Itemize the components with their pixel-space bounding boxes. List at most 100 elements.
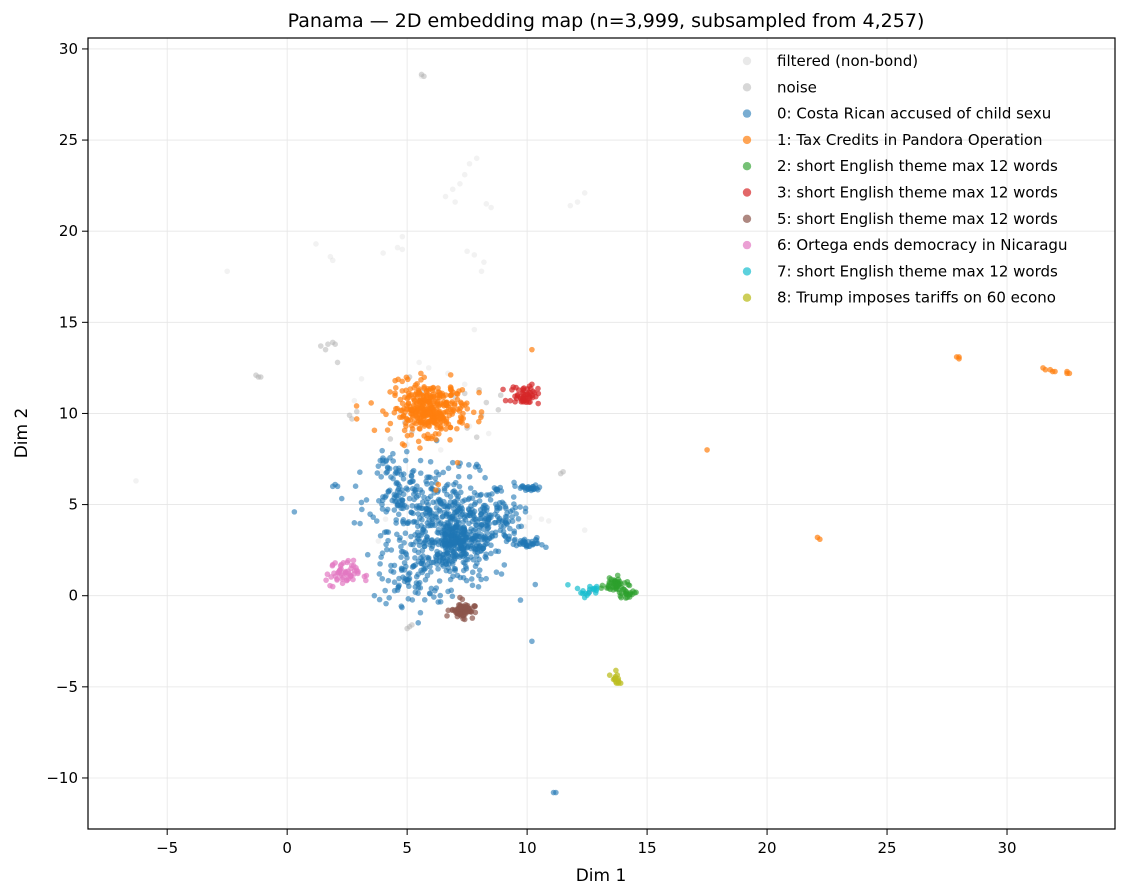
data-point — [586, 586, 593, 593]
data-point — [494, 505, 500, 511]
data-point — [409, 502, 416, 509]
data-point — [523, 399, 529, 406]
data-point — [424, 508, 430, 515]
grid — [88, 38, 1115, 829]
series-1 — [253, 71, 566, 632]
series-6 — [444, 594, 479, 623]
data-point — [336, 568, 342, 575]
data-point — [425, 365, 432, 371]
data-point — [407, 407, 414, 413]
data-point — [438, 400, 444, 407]
data-point — [392, 470, 399, 477]
data-point — [447, 576, 454, 583]
series-9 — [606, 667, 624, 686]
data-points — [133, 71, 1073, 796]
data-point — [526, 383, 533, 389]
x-tick-label: 0 — [282, 839, 292, 857]
data-point — [476, 389, 482, 396]
data-point — [391, 579, 398, 586]
data-point — [415, 438, 422, 445]
data-point — [408, 533, 414, 540]
data-point — [565, 581, 571, 588]
data-point — [381, 529, 388, 536]
data-point — [459, 386, 466, 393]
x-tick-label: 25 — [877, 839, 896, 857]
data-point — [464, 422, 470, 429]
data-point — [478, 268, 485, 275]
series-8 — [565, 581, 600, 601]
data-point — [453, 522, 460, 529]
data-point — [408, 509, 415, 516]
data-point — [447, 384, 454, 390]
data-point — [435, 481, 442, 488]
data-point — [375, 538, 382, 544]
data-point — [415, 523, 421, 530]
data-point — [408, 473, 415, 480]
data-point — [454, 390, 460, 397]
legend-label: 5: short English theme max 12 words — [777, 210, 1058, 228]
data-point — [437, 499, 444, 506]
data-point — [530, 540, 537, 547]
data-point — [384, 546, 390, 553]
data-point — [484, 519, 491, 525]
x-tick-label: 30 — [997, 839, 1016, 857]
data-point — [411, 518, 418, 525]
data-point — [434, 400, 440, 407]
data-point — [593, 585, 600, 592]
data-point — [447, 372, 454, 378]
data-point — [393, 385, 399, 391]
data-point — [380, 250, 386, 256]
data-point — [417, 426, 423, 432]
data-point — [581, 190, 588, 196]
data-point — [473, 461, 480, 468]
data-point — [489, 532, 495, 539]
data-point — [424, 481, 430, 487]
data-point — [430, 395, 436, 402]
data-point — [519, 483, 526, 489]
legend-marker — [742, 162, 752, 171]
data-point — [494, 488, 500, 495]
data-point — [476, 556, 482, 563]
data-point — [409, 469, 416, 475]
data-point — [443, 533, 450, 540]
data-point — [400, 471, 407, 477]
data-point — [1064, 370, 1070, 377]
data-point — [379, 575, 386, 582]
data-point — [317, 343, 324, 349]
data-point — [1049, 368, 1056, 375]
data-point — [358, 499, 365, 506]
data-point — [417, 470, 424, 476]
data-point — [473, 532, 479, 538]
data-point — [399, 518, 406, 525]
legend-label: 1: Tax Credits in Pandora Operation — [777, 131, 1043, 149]
axis-ticks: −5 0 5 10 15 20 25 30 −10 −5 0 5 10 15 20 25 30 — [46, 40, 1016, 857]
data-point — [323, 577, 329, 583]
data-point — [399, 400, 406, 407]
data-point — [458, 503, 464, 510]
data-point — [417, 416, 423, 423]
y-tick-label: 15 — [59, 313, 78, 331]
data-point — [334, 576, 340, 582]
data-point — [350, 557, 357, 564]
data-point — [437, 419, 443, 426]
data-point — [469, 615, 476, 621]
data-point — [417, 457, 424, 464]
data-point — [457, 594, 463, 601]
data-point — [433, 511, 439, 517]
data-point — [525, 543, 532, 549]
data-point — [377, 532, 384, 539]
legend-marker — [742, 83, 752, 92]
x-tick-label: 10 — [518, 839, 537, 857]
data-point — [480, 526, 487, 532]
data-point — [469, 569, 476, 576]
data-point — [509, 518, 516, 525]
data-point — [461, 616, 468, 623]
data-point — [382, 516, 389, 522]
data-point — [392, 390, 398, 396]
data-point — [364, 551, 371, 558]
data-point — [385, 577, 392, 584]
data-point — [580, 588, 586, 594]
data-point — [483, 399, 490, 406]
data-point — [478, 414, 484, 421]
data-point — [522, 505, 529, 512]
